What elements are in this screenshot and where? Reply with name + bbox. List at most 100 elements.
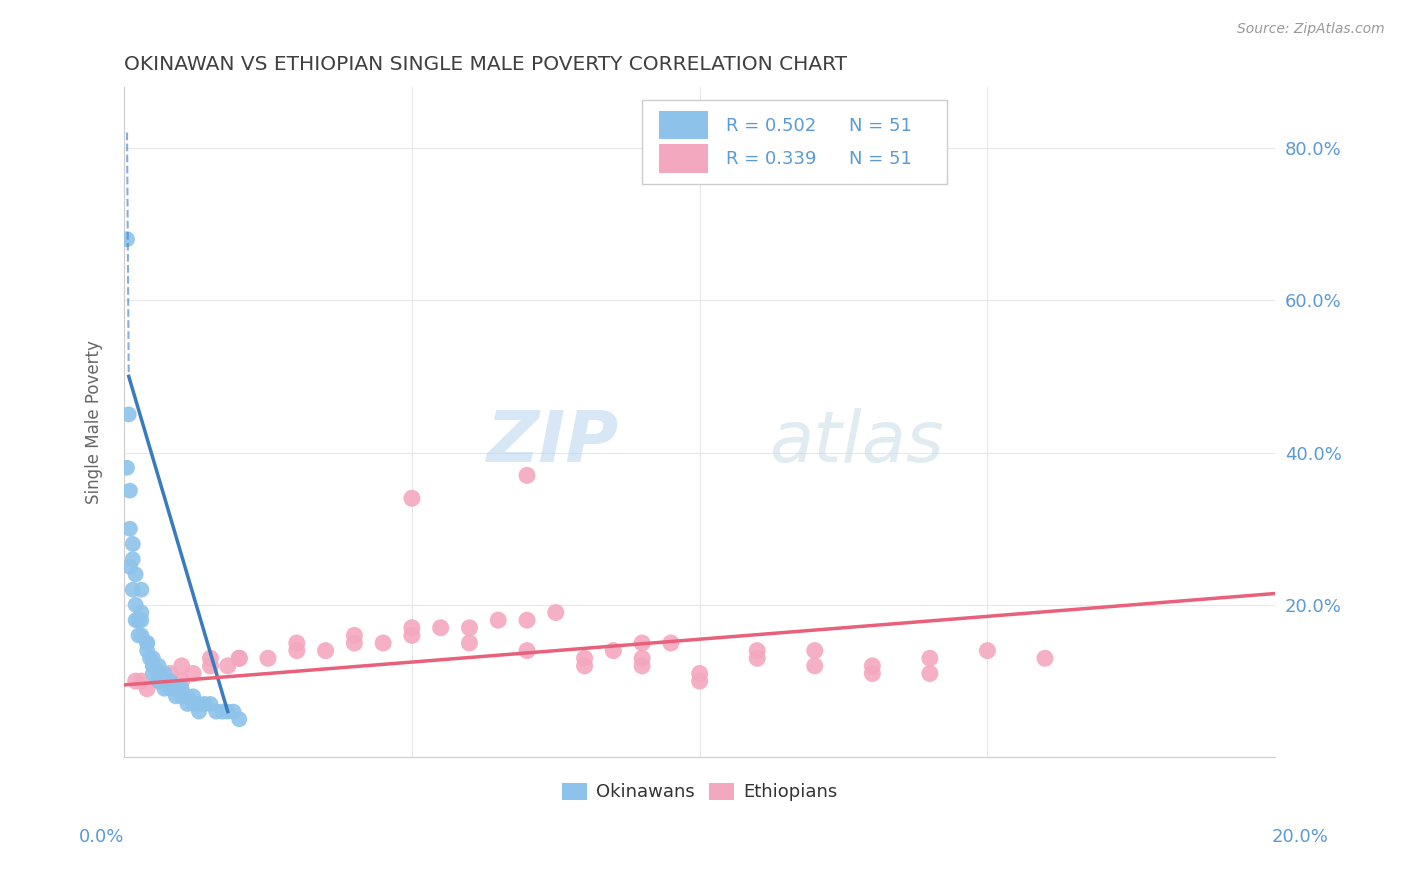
Point (142, 659, 165, 673)
Point (170, 681, 193, 696)
Point (139, 651, 162, 665)
Point (659, 636, 682, 650)
Point (200, 659, 222, 673)
Point (689, 666, 711, 681)
Point (257, 651, 280, 665)
Text: 0.0%: 0.0% (79, 828, 124, 846)
Point (343, 636, 366, 650)
Point (153, 666, 176, 681)
Point (159, 681, 181, 696)
Point (148, 666, 170, 681)
Point (200, 697, 222, 711)
Point (121, 537, 143, 551)
Point (181, 697, 204, 711)
Point (170, 659, 193, 673)
Text: R = 0.502: R = 0.502 (725, 117, 817, 135)
Point (136, 636, 159, 650)
Point (860, 666, 883, 681)
Point (343, 628, 366, 642)
Point (516, 643, 538, 657)
Point (747, 643, 769, 657)
Point (516, 613, 538, 627)
Text: N = 51: N = 51 (849, 150, 912, 169)
Point (205, 705, 228, 719)
Text: atlas: atlas (769, 408, 943, 476)
Point (121, 552, 143, 566)
Text: N = 51: N = 51 (849, 117, 912, 135)
Point (136, 636, 159, 650)
Point (747, 651, 769, 665)
Point (401, 621, 423, 635)
Point (124, 613, 146, 627)
Point (142, 659, 165, 673)
Text: OKINAWAN VS ETHIOPIAN SINGLE MALE POVERTY CORRELATION CHART: OKINAWAN VS ETHIOPIAN SINGLE MALE POVERT… (124, 55, 848, 74)
Point (159, 674, 181, 689)
Point (486, 613, 509, 627)
Point (153, 681, 176, 696)
Point (131, 582, 153, 597)
FancyBboxPatch shape (643, 100, 948, 184)
Point (803, 643, 825, 657)
Point (217, 705, 239, 719)
Point (228, 651, 250, 665)
Point (401, 491, 423, 506)
Point (142, 666, 165, 681)
Text: R = 0.339: R = 0.339 (725, 150, 817, 169)
Point (285, 643, 308, 657)
Point (228, 712, 250, 726)
Point (124, 674, 146, 689)
Point (131, 606, 153, 620)
Y-axis label: Single Male Poverty: Single Male Poverty (86, 340, 103, 504)
Point (285, 636, 308, 650)
Point (689, 674, 711, 689)
Point (131, 674, 153, 689)
Point (181, 690, 204, 704)
Point (131, 613, 153, 627)
Point (118, 483, 141, 498)
Point (165, 681, 187, 696)
Point (176, 690, 198, 704)
Point (803, 659, 825, 673)
Point (170, 674, 193, 689)
Point (121, 582, 143, 597)
Point (631, 659, 654, 673)
Text: 20.0%: 20.0% (1272, 828, 1329, 846)
Point (194, 697, 217, 711)
Point (148, 674, 170, 689)
Point (211, 705, 233, 719)
Point (165, 690, 187, 704)
Point (131, 628, 153, 642)
Point (574, 659, 596, 673)
Point (188, 697, 211, 711)
FancyBboxPatch shape (659, 111, 707, 139)
Point (188, 705, 211, 719)
Point (918, 666, 941, 681)
Point (200, 651, 222, 665)
Point (516, 468, 538, 483)
Point (142, 651, 165, 665)
Point (128, 613, 150, 627)
Point (148, 659, 170, 673)
Point (602, 643, 624, 657)
Point (401, 628, 423, 642)
Point (371, 636, 394, 650)
Point (429, 621, 451, 635)
Point (976, 643, 998, 657)
Point (170, 690, 193, 704)
Point (1033, 651, 1056, 665)
Point (159, 666, 181, 681)
Point (458, 621, 481, 635)
Point (115, 460, 138, 475)
Point (136, 643, 159, 657)
Point (136, 681, 159, 696)
Point (860, 659, 883, 673)
Point (315, 643, 337, 657)
FancyBboxPatch shape (659, 145, 707, 173)
Point (115, 232, 138, 246)
Point (124, 567, 146, 582)
Point (118, 408, 141, 422)
Point (148, 666, 170, 681)
Point (128, 628, 150, 642)
Point (181, 666, 204, 681)
Point (222, 705, 245, 719)
